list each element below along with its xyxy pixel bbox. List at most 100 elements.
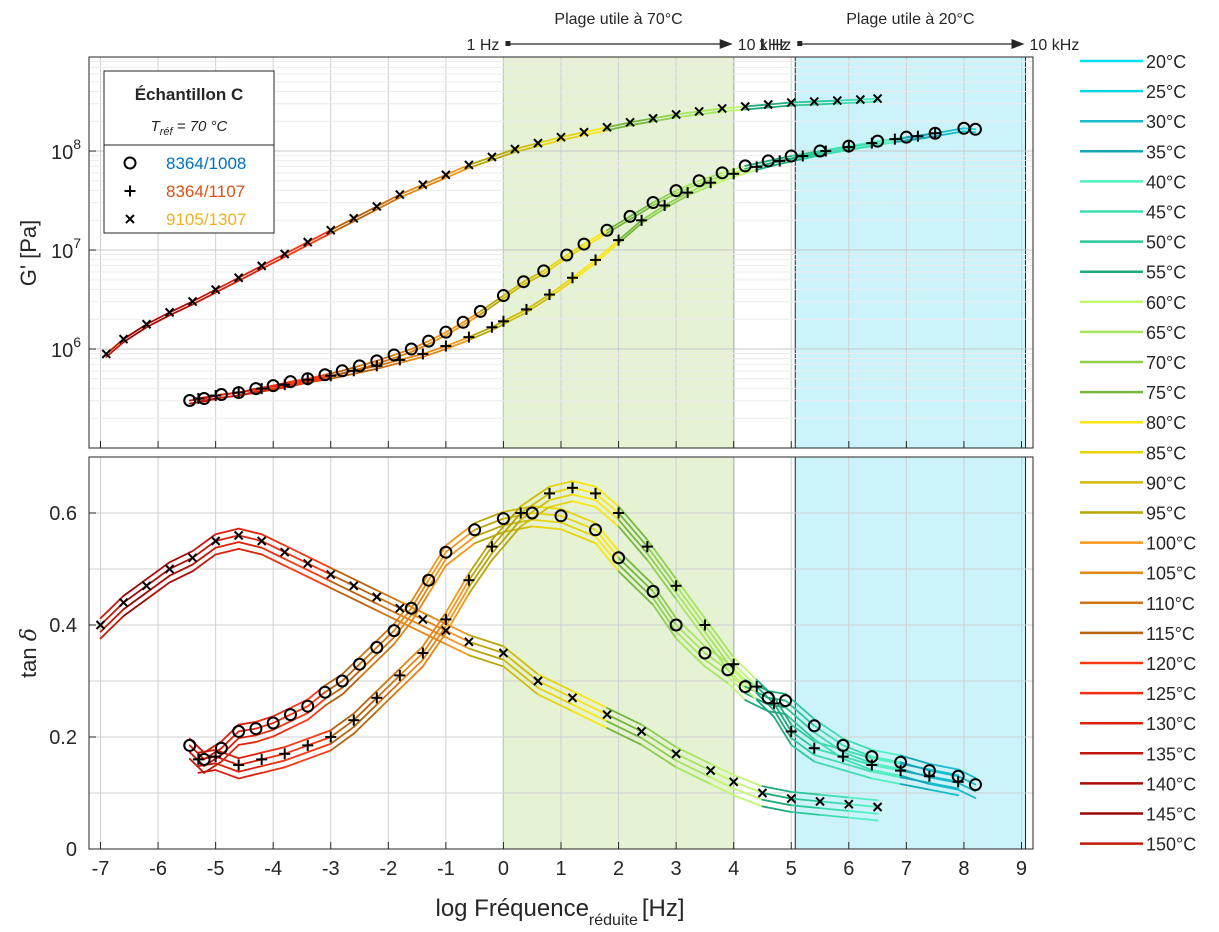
isotherm-segment: [444, 579, 470, 621]
temp-legend-label: 75°C: [1146, 383, 1186, 403]
x-tick-label: 3: [671, 858, 682, 880]
isotherm-segment: [468, 545, 493, 582]
band-arrow-head: [1011, 39, 1025, 49]
isotherm-segment: [352, 690, 378, 715]
tand-point: [895, 765, 907, 777]
isotherm-segment: [732, 676, 758, 701]
isotherm-segment: [375, 602, 401, 616]
isotherm-segment: [732, 774, 764, 788]
isotherm-segment: [352, 578, 378, 592]
sample-legend-title: Échantillon C: [135, 85, 244, 104]
isotherm-segment: [686, 181, 712, 194]
temp-legend-label: 55°C: [1146, 263, 1186, 283]
isotherm-segment: [260, 746, 286, 754]
isotherm-segment: [398, 645, 424, 670]
gprime-point-stroke: [602, 122, 612, 132]
tand-point-stroke: [164, 564, 175, 574]
gprime-point-stroke: [326, 225, 336, 235]
gprime-point: [761, 154, 775, 168]
isotherm-segment: [105, 341, 125, 358]
gprime-point: [422, 334, 436, 348]
gprime-point: [763, 99, 773, 110]
tand-point-stroke: [533, 676, 543, 686]
isotherm-segment: [617, 570, 654, 606]
isotherm-segment: [168, 300, 194, 314]
isotherm-segment: [704, 624, 735, 666]
isotherm-segment: [375, 589, 401, 603]
isotherm-segment: [260, 386, 286, 393]
tand-point: [669, 618, 683, 632]
temp-legend-label: 70°C: [1146, 353, 1186, 373]
isotherm-segment: [531, 518, 562, 524]
isotherm-segment: [842, 751, 873, 765]
tand-point: [670, 580, 682, 592]
temp-legend-label: 85°C: [1146, 443, 1186, 463]
tand-point: [613, 507, 625, 519]
isotherm-segment: [237, 720, 257, 726]
temp-legend-label: 80°C: [1146, 413, 1186, 433]
isotherm-segment: [358, 359, 378, 367]
tand-point: [404, 601, 418, 615]
gprime-point: [682, 187, 694, 199]
isotherm-segment: [260, 540, 286, 554]
isotherm-segment: [744, 103, 770, 108]
isotherm-segment: [237, 771, 263, 780]
isotherm-segment: [99, 615, 125, 640]
isotherm-segment: [197, 748, 217, 754]
isotherm-segment: [842, 769, 873, 780]
band-from-label: 1 Hz: [758, 37, 791, 54]
tand-point: [728, 777, 739, 787]
isotherm-segment: [709, 769, 735, 783]
legend-marker: [125, 214, 135, 224]
isotherm-segment: [375, 354, 395, 362]
tand-point-stroke: [567, 693, 578, 703]
tand-point: [751, 681, 763, 693]
isotherm-segment: [560, 528, 597, 545]
band-arrow-head: [719, 39, 733, 49]
gprime-point: [751, 161, 763, 173]
isotherm-segment: [617, 512, 649, 548]
legend-series-name: 8364/1008: [166, 154, 246, 173]
tand-point-stroke: [602, 709, 612, 720]
gprime-point-stroke: [671, 109, 681, 120]
isotherm-segment: [727, 682, 747, 701]
isotherm-segment: [732, 780, 764, 794]
top-yticks: 106 107 108: [51, 136, 96, 362]
isotherm-segment: [491, 151, 516, 161]
isotherm-segment: [928, 783, 960, 791]
gprime-point: [439, 325, 453, 339]
tand-point: [303, 558, 313, 569]
isotherm-segment: [421, 348, 447, 358]
gprime-point: [464, 160, 474, 170]
isotherm-segment: [462, 310, 482, 324]
gprime-point-stroke: [786, 97, 796, 108]
isotherm-segment: [675, 759, 712, 779]
isotherm-segment: [583, 232, 608, 248]
isotherm-segment: [329, 566, 355, 580]
isotherm-segment: [675, 637, 706, 668]
isotherm-segment: [260, 533, 286, 547]
tand-point: [464, 637, 474, 647]
tand-point: [837, 751, 849, 763]
isotherm-segment: [531, 505, 562, 510]
tand-point-stroke: [757, 788, 768, 798]
isotherm-segment: [675, 624, 706, 654]
isotherm-segment: [145, 311, 171, 326]
isotherm-segment: [784, 713, 816, 741]
x-tick-labels: -7 -6 -5 -4 -3 -2 -1 0 1 2 3 4 5 6 7 8 9: [92, 441, 1027, 880]
band-to-label: 10 kHz: [738, 37, 788, 54]
tand-point: [590, 487, 602, 499]
isotherm-segment: [571, 710, 608, 729]
gprime-point-stroke: [487, 152, 497, 162]
tand-point-stroke: [303, 558, 313, 569]
isotherm-segment: [214, 769, 240, 780]
tand-point-stroke: [256, 536, 267, 546]
isotherm-segment: [410, 586, 430, 616]
gprime-point: [326, 225, 336, 235]
x-tick-label: 4: [728, 858, 739, 880]
isotherm-segment: [594, 239, 620, 261]
tand-point: [836, 738, 850, 752]
isotherm-segment: [168, 563, 194, 577]
isotherm-segment: [836, 98, 862, 102]
isotherm-segment: [525, 293, 551, 311]
